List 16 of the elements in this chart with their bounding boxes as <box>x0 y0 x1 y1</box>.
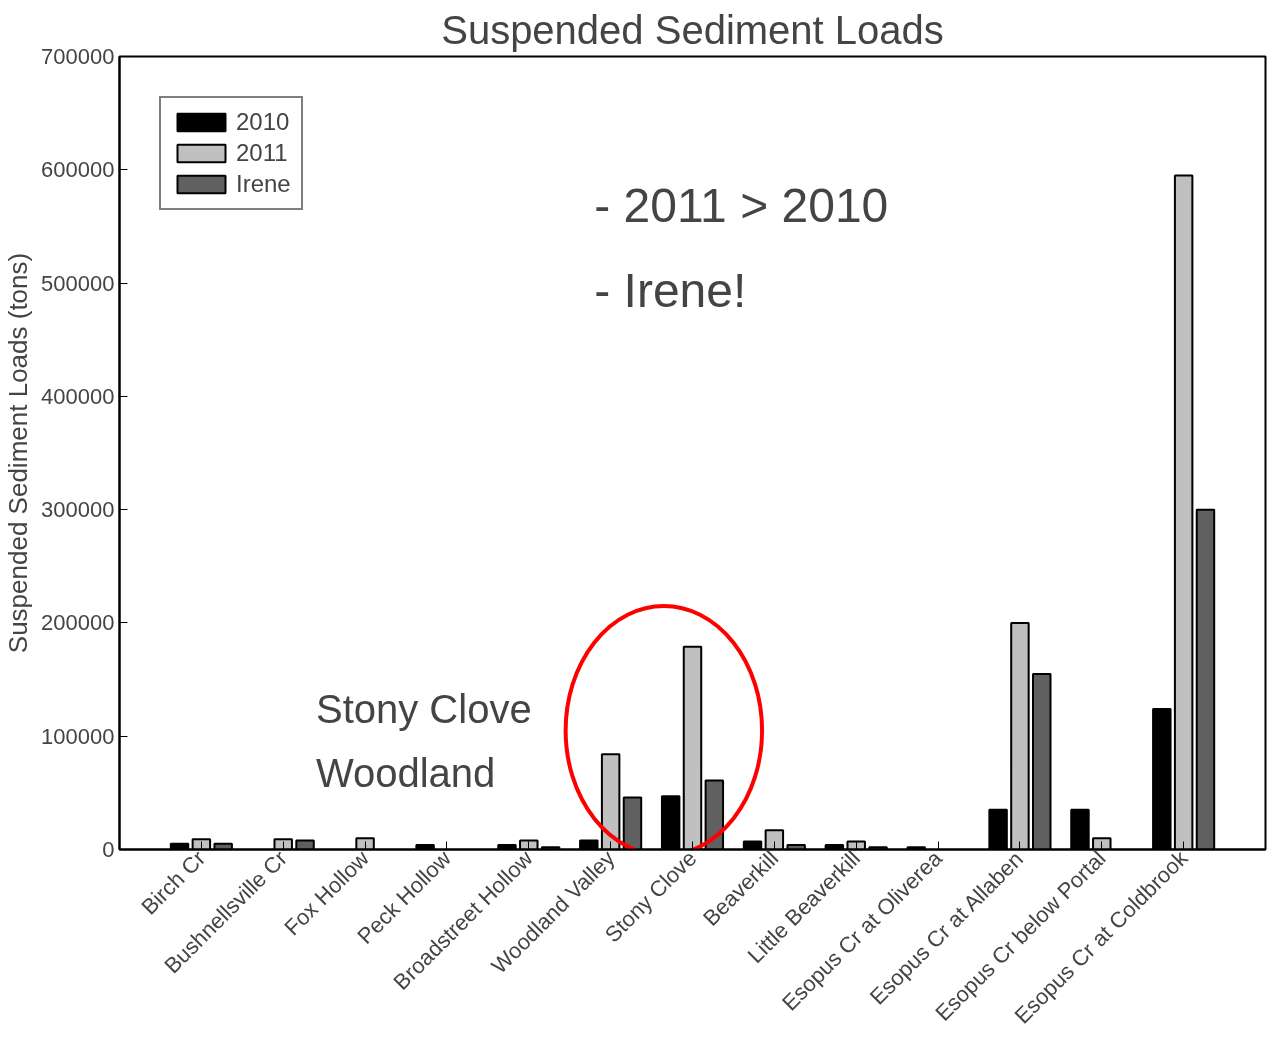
legend-label: 2010 <box>236 108 290 136</box>
annotation: Stony Clove Woodland <box>315 686 532 796</box>
y-tick-label: 500000 <box>41 270 115 296</box>
y-tick-label: 100000 <box>41 723 115 749</box>
legend-label: 2011 <box>236 139 288 167</box>
legend-label: Irene <box>236 170 291 198</box>
chart-title: Suspended Sediment Loads <box>441 7 944 52</box>
y-tick-label: 400000 <box>41 383 115 409</box>
y-tick-label: 0 <box>102 837 115 862</box>
y-tick-label: 700000 <box>41 44 115 69</box>
y-tick-label: 200000 <box>41 610 115 636</box>
y-tick-label: 300000 <box>41 497 115 523</box>
annotation: - 2011 > 2010 <box>594 179 889 233</box>
y-axis-title: Suspended Sediment Loads (tons) <box>3 252 34 654</box>
y-tick-label: 600000 <box>41 157 115 183</box>
annotation: - Irene! <box>594 264 747 318</box>
